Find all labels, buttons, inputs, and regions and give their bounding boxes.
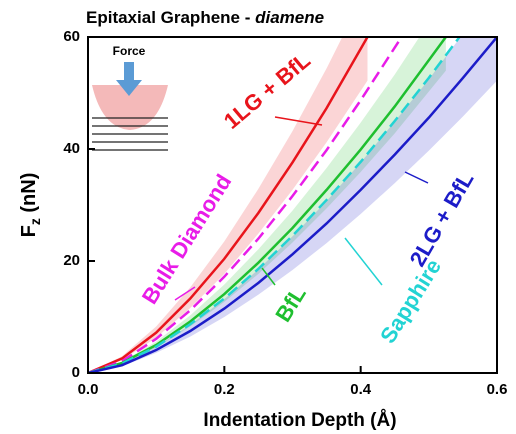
y-tick-label: 20 — [63, 252, 80, 269]
x-tick-label: 0.6 — [487, 381, 508, 398]
y-tick-label: 40 — [63, 140, 80, 157]
x-tick-label: 0.4 — [350, 381, 372, 398]
x-tick-label: 0.2 — [214, 381, 235, 398]
x-axis-label: Indentation Depth (Å) — [203, 410, 396, 431]
x-tick-label: 0.0 — [78, 381, 99, 398]
y-label-unit: (nN) — [18, 173, 40, 219]
inset: Force — [92, 44, 168, 150]
y-label-main: F — [18, 225, 40, 237]
series-label: BfL — [270, 282, 311, 326]
series-label: Sapphire — [375, 255, 446, 348]
inset-label: Force — [113, 44, 146, 58]
series-label: 2LG + BfL — [405, 168, 479, 271]
title-text: Epitaxial Graphene - — [86, 8, 255, 27]
y-tick-label: 0 — [72, 364, 80, 381]
title-italic: diamene — [255, 8, 324, 27]
chart-title: Epitaxial Graphene - diamene — [86, 8, 324, 27]
chart: Epitaxial Graphene - diamene Indentation… — [0, 0, 516, 434]
y-label-sub: z — [27, 218, 43, 225]
y-tick-label: 60 — [63, 28, 80, 45]
y-axis-label: Fz (nN) — [18, 173, 42, 238]
